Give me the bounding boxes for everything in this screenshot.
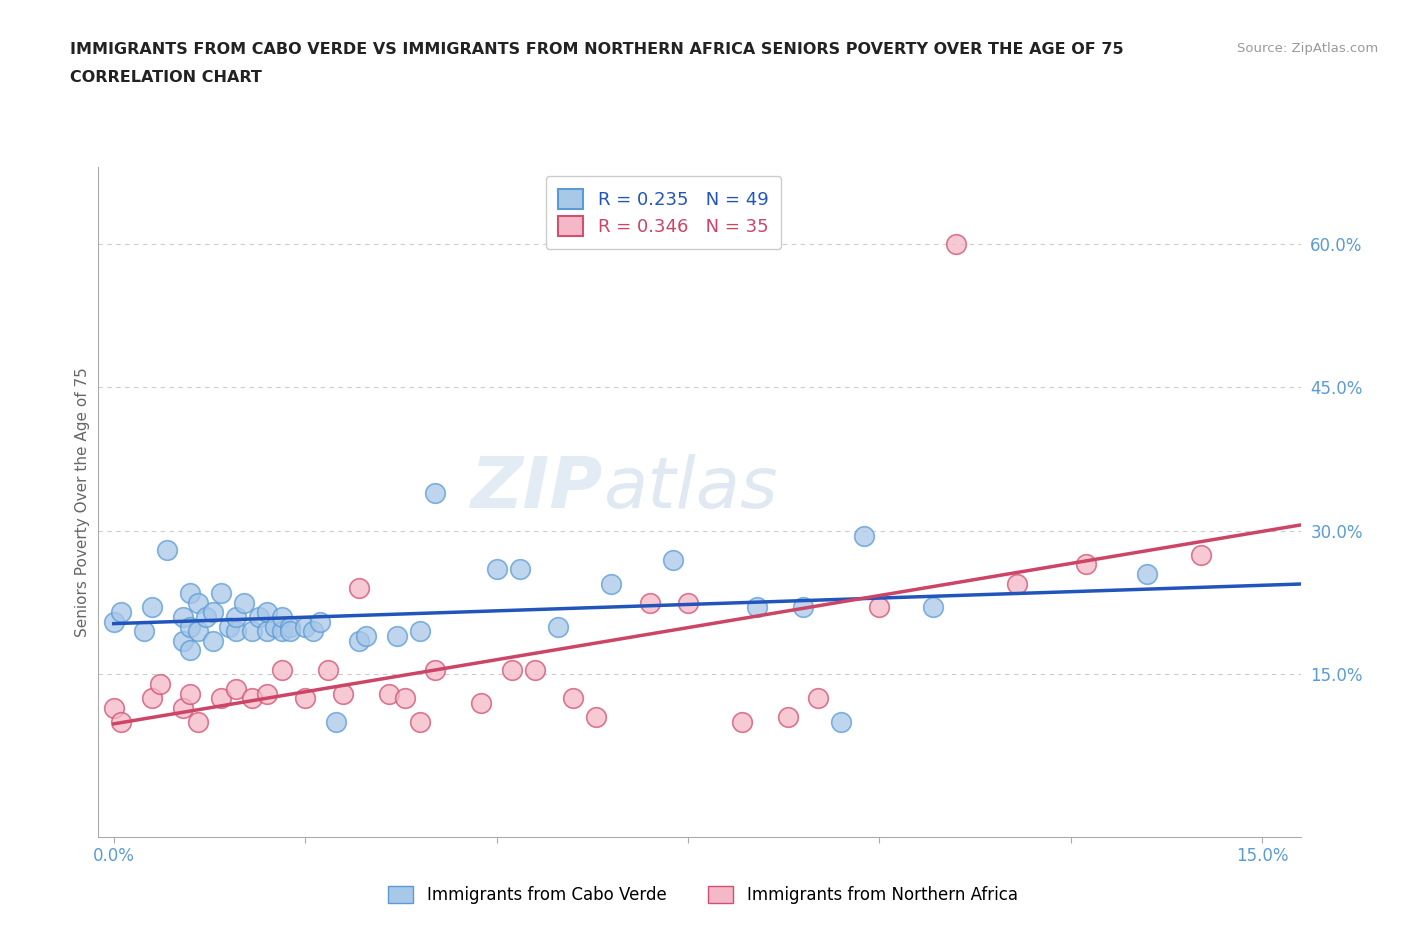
Point [232, 595, 254, 610]
Point [585, 710, 607, 724]
Point [1007, 576, 1029, 591]
Point [638, 595, 661, 610]
Point [325, 715, 347, 730]
Point [247, 609, 270, 624]
Point [1136, 566, 1159, 581]
Point [110, 604, 132, 619]
Point [830, 715, 852, 730]
Point [179, 643, 201, 658]
Point [110, 715, 132, 730]
Point [1189, 548, 1212, 563]
Point [209, 586, 232, 601]
Point [523, 662, 546, 677]
Point [141, 600, 163, 615]
Point [179, 686, 201, 701]
Point [547, 619, 569, 634]
Text: Source: ZipAtlas.com: Source: ZipAtlas.com [1237, 42, 1378, 55]
Point [141, 691, 163, 706]
Point [409, 624, 432, 639]
Point [509, 562, 531, 577]
Point [294, 619, 316, 634]
Point [103, 615, 125, 630]
Point [470, 696, 492, 711]
Point [316, 662, 339, 677]
Point [945, 236, 967, 251]
Point [394, 691, 416, 706]
Point [156, 542, 179, 557]
Point [730, 715, 752, 730]
Point [172, 609, 194, 624]
Point [278, 619, 301, 634]
Point [172, 633, 194, 648]
Point [485, 562, 508, 577]
Point [256, 686, 278, 701]
Point [172, 700, 194, 715]
Point [676, 595, 699, 610]
Legend: R = 0.235   N = 49, R = 0.346   N = 35: R = 0.235 N = 49, R = 0.346 N = 35 [546, 177, 782, 248]
Text: atlas: atlas [603, 455, 778, 524]
Point [209, 691, 232, 706]
Legend: Immigrants from Cabo Verde, Immigrants from Northern Africa: Immigrants from Cabo Verde, Immigrants f… [380, 878, 1026, 912]
Point [853, 528, 876, 543]
Point [271, 662, 294, 677]
Text: CORRELATION CHART: CORRELATION CHART [70, 70, 262, 85]
Text: ZIP: ZIP [471, 455, 603, 524]
Point [225, 624, 247, 639]
Point [278, 624, 301, 639]
Point [256, 604, 278, 619]
Point [309, 615, 332, 630]
Point [240, 691, 263, 706]
Point [425, 662, 447, 677]
Point [187, 715, 209, 730]
Point [776, 710, 799, 724]
Point [187, 624, 209, 639]
Point [347, 581, 370, 596]
Point [179, 619, 201, 634]
Point [868, 600, 890, 615]
Point [409, 715, 432, 730]
Point [134, 624, 156, 639]
Point [792, 600, 814, 615]
Point [256, 624, 278, 639]
Text: IMMIGRANTS FROM CABO VERDE VS IMMIGRANTS FROM NORTHERN AFRICA SENIORS POVERTY OV: IMMIGRANTS FROM CABO VERDE VS IMMIGRANTS… [70, 42, 1123, 57]
Point [294, 691, 316, 706]
Point [661, 552, 683, 567]
Point [378, 686, 401, 701]
Point [179, 586, 201, 601]
Point [103, 700, 125, 715]
Point [263, 619, 285, 634]
Point [347, 633, 370, 648]
Point [225, 682, 247, 697]
Point [1076, 557, 1098, 572]
Point [332, 686, 354, 701]
Point [922, 600, 945, 615]
Point [225, 609, 247, 624]
Point [149, 676, 172, 691]
Point [240, 624, 263, 639]
Point [301, 624, 323, 639]
Point [194, 609, 217, 624]
Point [562, 691, 585, 706]
Point [385, 629, 408, 644]
Y-axis label: Seniors Poverty Over the Age of 75: Seniors Poverty Over the Age of 75 [75, 367, 90, 637]
Point [501, 662, 523, 677]
Point [202, 633, 225, 648]
Point [425, 485, 447, 500]
Point [745, 600, 768, 615]
Point [271, 624, 294, 639]
Point [187, 595, 209, 610]
Point [202, 604, 225, 619]
Point [807, 691, 830, 706]
Point [600, 576, 623, 591]
Point [218, 619, 240, 634]
Point [271, 609, 294, 624]
Point [356, 629, 378, 644]
